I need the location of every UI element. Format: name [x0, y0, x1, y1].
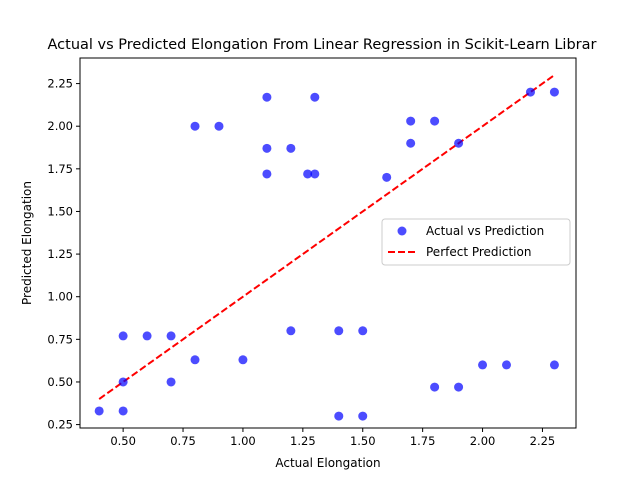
- data-point: [262, 169, 272, 179]
- data-point: [190, 355, 200, 365]
- x-tick-label: 1.00: [230, 434, 256, 448]
- y-tick-label: 0.50: [47, 375, 73, 389]
- x-axis-label: Actual Elongation: [275, 456, 380, 470]
- perfect-prediction-line: [98, 74, 556, 400]
- y-tick-label: 1.00: [47, 290, 73, 304]
- x-tick-label: 2.25: [530, 434, 556, 448]
- legend-marker-scatter: [397, 226, 407, 236]
- data-point: [94, 406, 104, 416]
- data-point: [502, 360, 512, 370]
- y-tick-label: 2.25: [47, 77, 73, 91]
- data-point: [262, 92, 272, 102]
- data-point: [478, 360, 488, 370]
- data-point: [406, 116, 416, 126]
- data-point: [430, 382, 440, 392]
- data-point: [262, 143, 272, 153]
- data-point: [214, 121, 224, 131]
- data-point: [406, 138, 416, 148]
- x-tick-label: 2.00: [470, 434, 496, 448]
- y-axis: 0.25 0.50 0.75 1.00 1.25 1.50 1.75 2.00 2.25: [47, 77, 80, 432]
- data-point: [382, 172, 392, 182]
- data-point: [334, 411, 344, 421]
- y-tick-label: 1.25: [47, 247, 73, 261]
- data-point: [358, 326, 368, 336]
- x-tick-label: 1.75: [410, 434, 436, 448]
- data-point: [190, 121, 200, 131]
- data-point: [303, 169, 313, 179]
- data-point: [310, 169, 320, 179]
- data-point: [334, 326, 344, 336]
- data-point: [142, 331, 152, 341]
- data-point: [118, 331, 128, 341]
- x-tick-label: 1.25: [290, 434, 316, 448]
- y-tick-label: 0.25: [47, 418, 73, 432]
- x-axis: 0.50 0.75 1.00 1.25 1.50 1.75 2.00 2.25: [110, 428, 555, 448]
- plot-frame: [79, 57, 577, 429]
- data-point: [310, 92, 320, 102]
- legend-label-scatter: Actual vs Prediction: [426, 224, 544, 238]
- plot-area: [79, 57, 577, 429]
- data-point: [358, 411, 368, 421]
- y-axis-label: Predicted Elongation: [20, 181, 34, 305]
- y-tick-label: 1.50: [47, 204, 73, 218]
- legend-label-line: Perfect Prediction: [426, 245, 531, 259]
- y-tick-label: 1.75: [47, 162, 73, 176]
- x-tick-label: 1.50: [350, 434, 376, 448]
- legend-box: [381, 218, 571, 266]
- y-tick-label: 2.00: [47, 119, 73, 133]
- data-point: [238, 355, 248, 365]
- x-tick-label: 0.75: [170, 434, 196, 448]
- y-tick-label: 0.75: [47, 332, 73, 346]
- legend: Actual vs Prediction Perfect Prediction: [381, 218, 571, 266]
- data-point: [525, 87, 535, 97]
- x-tick-label: 0.50: [110, 434, 136, 448]
- data-point: [454, 382, 464, 392]
- data-point: [430, 116, 440, 126]
- chart-title: Actual vs Predicted Elongation From Line…: [48, 37, 597, 53]
- data-point: [118, 377, 128, 387]
- data-point: [166, 377, 176, 387]
- data-point: [118, 406, 128, 416]
- data-point: [166, 331, 176, 341]
- data-point: [286, 326, 296, 336]
- data-point: [454, 138, 464, 148]
- data-point: [286, 143, 296, 153]
- data-point: [549, 360, 559, 370]
- data-point: [549, 87, 559, 97]
